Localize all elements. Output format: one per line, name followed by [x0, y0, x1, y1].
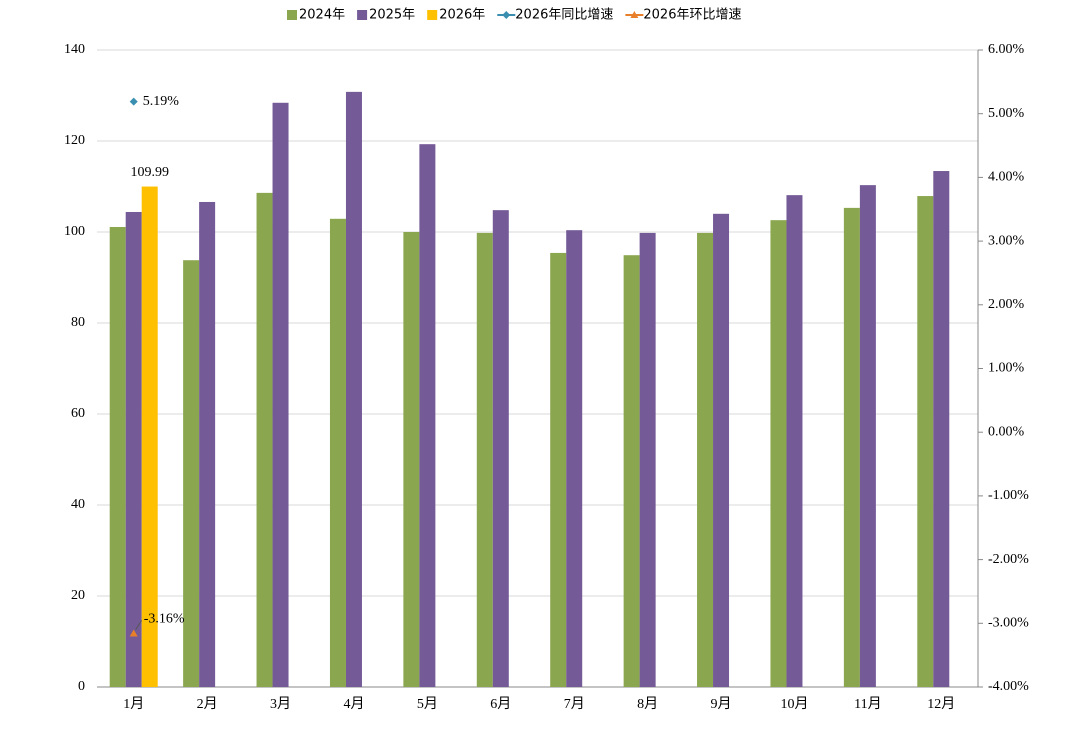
bar [403, 232, 420, 687]
bar [566, 230, 583, 687]
bar [770, 220, 787, 688]
y2-tick-label: 4.00% [988, 170, 1025, 185]
bar [713, 213, 730, 688]
data-label: 109.99 [130, 165, 169, 180]
y-tick-label: 0 [78, 679, 85, 694]
bar [141, 186, 158, 687]
legend-swatch [357, 10, 368, 20]
y-tick-label: 40 [71, 497, 85, 512]
bar [419, 144, 436, 687]
legend-marker [630, 11, 639, 18]
bar [199, 201, 216, 687]
y2-tick-label: -2.00% [988, 552, 1029, 567]
legend-label: 2026年 [439, 8, 485, 23]
y-tick-label: 120 [64, 133, 85, 148]
bar [917, 196, 934, 687]
point [129, 97, 138, 106]
bar [109, 226, 126, 687]
bar [859, 185, 876, 687]
bar [476, 232, 493, 687]
x-tick-label: 3月 [270, 696, 291, 712]
y2-tick-label: -1.00% [988, 488, 1029, 503]
bar [125, 211, 142, 688]
bar [933, 171, 950, 687]
y2-tick-label: -4.00% [988, 679, 1029, 694]
bar [272, 102, 289, 687]
x-tick-label: 6月 [490, 696, 511, 712]
x-tick-label: 2月 [197, 696, 218, 712]
y2-tick-label: 0.00% [988, 424, 1025, 439]
y2-tick-label: 2.00% [988, 297, 1025, 312]
y-tick-label: 100 [64, 224, 85, 239]
legend-marker [502, 11, 511, 19]
y2-tick-label: -3.00% [988, 616, 1029, 631]
point [129, 629, 138, 637]
data-label: 5.19% [143, 94, 180, 109]
bar [329, 218, 346, 687]
legend-label: 2024年 [299, 8, 345, 23]
data-label: -3.16% [144, 612, 185, 627]
x-tick-label: 5月 [417, 696, 438, 712]
x-tick-label: 7月 [564, 696, 585, 712]
bar [345, 91, 362, 688]
y-tick-label: 60 [71, 406, 85, 421]
bar [183, 260, 200, 687]
bar [256, 192, 273, 687]
bar [550, 252, 567, 687]
x-tick-label: 12月 [927, 696, 955, 712]
legend-label: 2026年同比增速 [515, 8, 613, 23]
bar [843, 207, 860, 687]
x-tick-label: 4月 [343, 696, 364, 712]
y-tick-label: 80 [71, 315, 85, 330]
y-tick-label: 140 [64, 42, 85, 57]
x-tick-label: 1月 [123, 696, 144, 712]
bar [639, 232, 656, 687]
legend-label: 2025年 [369, 8, 415, 23]
x-tick-label: 11月 [854, 696, 881, 712]
bar [623, 255, 640, 687]
bar [786, 195, 803, 687]
y2-tick-label: 6.00% [988, 42, 1025, 57]
x-tick-label: 10月 [780, 696, 808, 712]
y-tick-label: 20 [71, 588, 85, 603]
x-tick-label: 9月 [711, 696, 732, 712]
y2-tick-label: 5.00% [988, 106, 1025, 121]
leader-line [135, 620, 143, 630]
y2-tick-label: 1.00% [988, 361, 1025, 376]
x-tick-label: 8月 [637, 696, 658, 712]
legend-swatch [427, 10, 438, 20]
legend-label: 2026年环比增速 [643, 8, 741, 23]
bar [492, 210, 509, 687]
y2-tick-label: 3.00% [988, 233, 1025, 248]
bar [697, 232, 714, 687]
legend-swatch [287, 10, 297, 20]
